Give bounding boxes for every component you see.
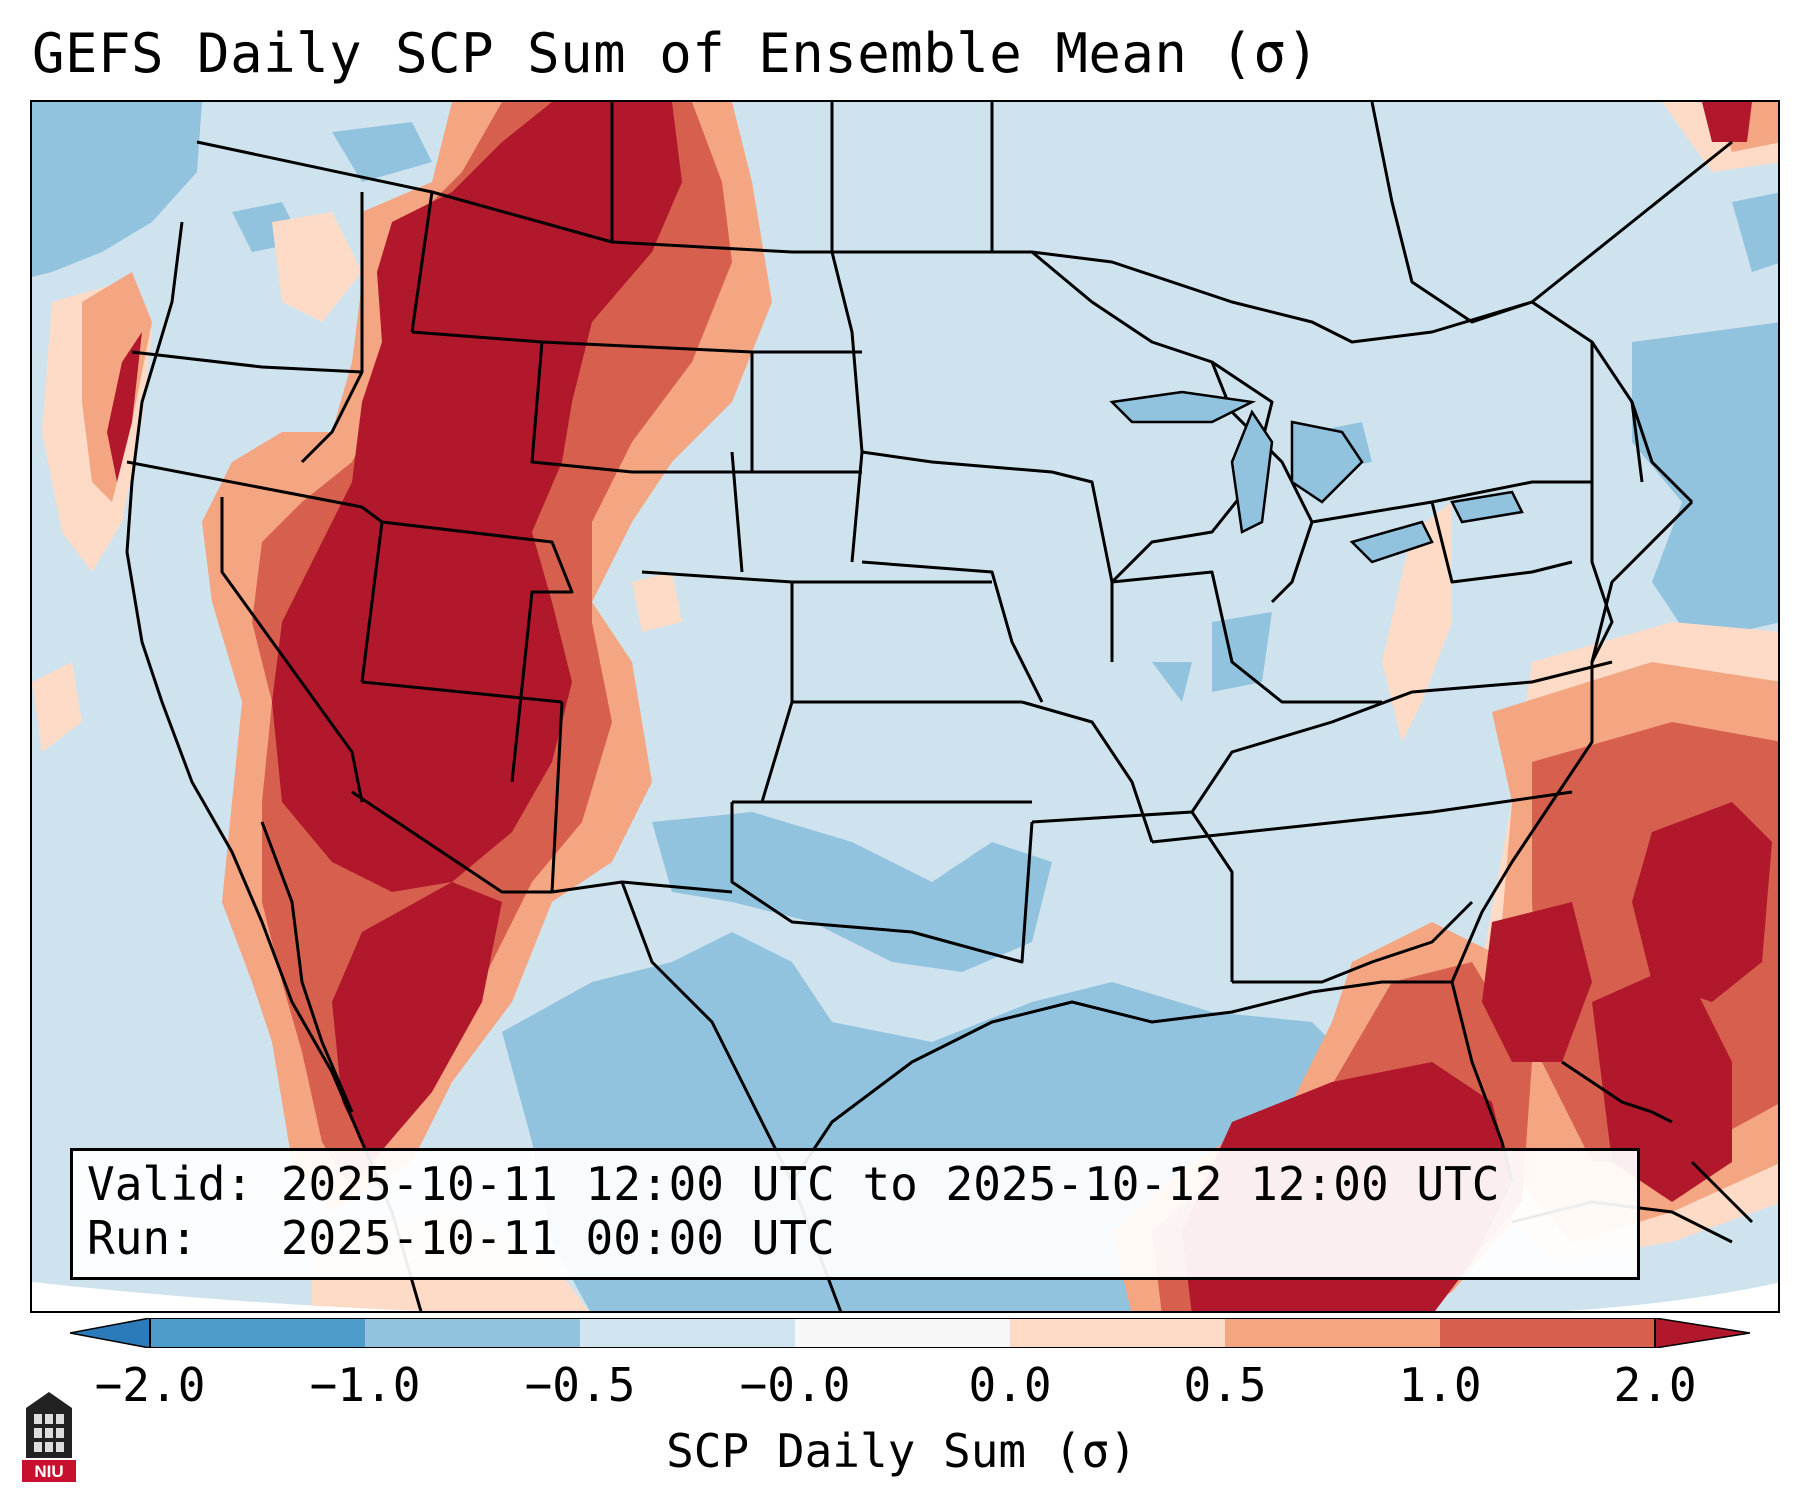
tick-label: 0.0 xyxy=(968,1358,1052,1412)
run-time-line: Run: 2025-10-11 00:00 UTC xyxy=(87,1211,835,1265)
logo-text: NIU xyxy=(34,1462,63,1481)
great-lakes xyxy=(1109,390,1524,564)
projection-edge-right xyxy=(1564,1282,1778,1311)
colorbar-segment-7 xyxy=(1440,1318,1655,1348)
tick-label: 1.0 xyxy=(1398,1358,1482,1412)
map-canvas xyxy=(32,102,1778,1311)
lake-superior xyxy=(1109,390,1257,424)
logo-tower-icon xyxy=(26,1392,72,1458)
colorbar-segment-6 xyxy=(1225,1318,1440,1348)
lake-michigan xyxy=(1230,409,1274,534)
colorbar-extend-high xyxy=(1654,1318,1750,1348)
tick-label: −0.5 xyxy=(524,1358,636,1412)
colorbar-segment-3 xyxy=(580,1318,795,1348)
validity-info-box: Valid: 2025-10-11 12:00 UTC to 2025-10-1… xyxy=(70,1148,1640,1280)
valid-time-line: Valid: 2025-10-11 12:00 UTC to 2025-10-1… xyxy=(87,1157,1500,1211)
chart-title: GEFS Daily SCP Sum of Ensemble Mean (σ) xyxy=(32,22,1320,85)
colorbar-segment-2 xyxy=(365,1318,580,1348)
map-panel: Valid: 2025-10-11 12:00 UTC to 2025-10-1… xyxy=(30,100,1780,1313)
colorbar-segment-4 xyxy=(795,1318,1010,1348)
lake-erie xyxy=(1349,520,1434,564)
tick-label: −0.0 xyxy=(739,1358,851,1412)
lake-ontario xyxy=(1450,490,1524,524)
colorbar-segment-1 xyxy=(150,1318,365,1348)
tick-label: −2.0 xyxy=(94,1358,206,1412)
tick-label: 0.5 xyxy=(1183,1358,1267,1412)
tick-label: −1.0 xyxy=(309,1358,421,1412)
colorbar-label: SCP Daily Sum (σ) xyxy=(666,1424,1137,1478)
boundaries xyxy=(125,102,1733,1311)
colorbar-extend-low xyxy=(70,1318,151,1348)
colorbar xyxy=(70,1318,1750,1348)
projection-edge-left xyxy=(32,1282,424,1311)
colorbar-segment-5 xyxy=(1010,1318,1225,1348)
tick-label: 2.0 xyxy=(1613,1358,1697,1412)
lake-huron xyxy=(1290,420,1364,504)
niu-logo: NIU xyxy=(22,1392,76,1482)
